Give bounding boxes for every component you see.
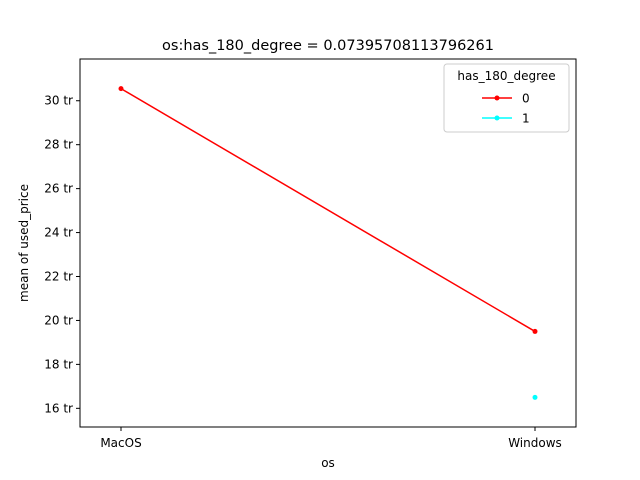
y-tick-label: 24 tr — [44, 226, 73, 240]
chart-title: os:has_180_degree = 0.07395708113796261 — [162, 38, 494, 54]
data-point-series-0 — [532, 328, 538, 334]
data-point-series-0 — [118, 86, 124, 92]
y-tick-label: 28 tr — [44, 138, 73, 152]
y-tick-label: 18 tr — [44, 357, 73, 371]
y-tick-label: 20 tr — [44, 313, 73, 327]
plot-area: 16 tr 18 tr 20 tr 22 tr 24 tr 26 tr 28 tr 30 tr… — [44, 58, 577, 450]
legend-marker-0 — [494, 95, 500, 101]
x-tick-label: MacOS — [100, 436, 141, 450]
legend-entries: 01 — [482, 92, 530, 126]
y-tick-label: 30 tr — [44, 94, 73, 108]
y-tick-label: 16 tr — [44, 401, 73, 415]
y-axis-label: mean of used_price — [17, 184, 31, 302]
x-tick-label: Windows — [508, 436, 562, 450]
x-axis-label: os — [321, 456, 335, 470]
legend-marker-1 — [494, 115, 500, 121]
legend: has_180_degree 01 — [443, 63, 570, 133]
axes-frame — [79, 58, 577, 428]
series-line-0 — [120, 88, 536, 333]
legend-label-1: 1 — [522, 112, 530, 126]
y-tick-label: 26 tr — [44, 182, 73, 196]
data-point-series-1 — [532, 394, 538, 400]
y-tick-label: 22 tr — [44, 270, 73, 284]
legend-title: has_180_degree — [457, 69, 555, 83]
legend-label-0: 0 — [522, 92, 530, 106]
